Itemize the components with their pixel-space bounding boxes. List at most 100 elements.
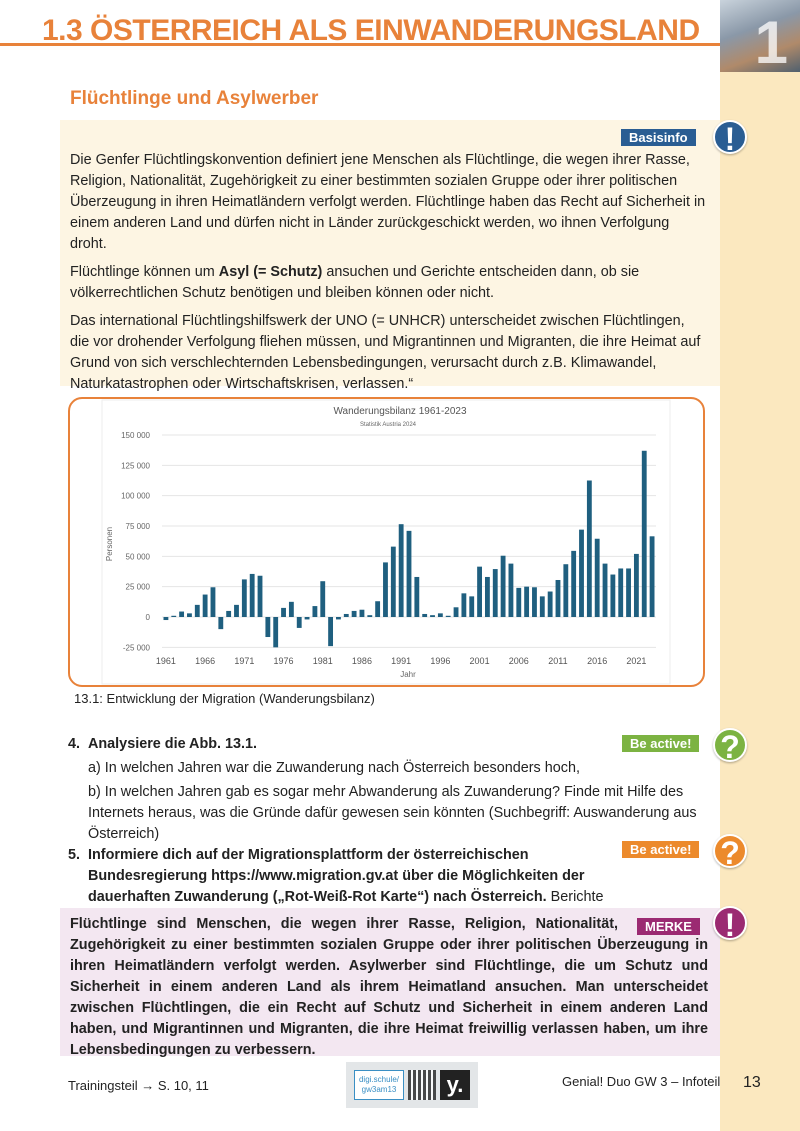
x-tick-label: 2021 [626,656,646,666]
bar-1986 [359,609,365,617]
chart-subtitle: Statistik Austria 2024 [360,422,417,428]
bar-1978 [296,617,302,628]
migration-chart: Wanderungsbilanz 1961-2023 Statistik Aust… [101,399,671,685]
bar-1990 [390,546,396,617]
bar-2017 [602,563,608,617]
bar-2001 [477,566,482,617]
exclamation-icon: ! [713,906,747,942]
x-tick-label: 2006 [509,656,529,666]
x-tick-label: 1996 [430,656,450,666]
bar-1991 [398,524,404,617]
bar-1987 [367,615,373,617]
bar-2009 [539,596,545,617]
bar-1980 [312,606,318,617]
x-tick-label: 2016 [587,656,607,666]
bar-2019 [618,568,624,617]
bar-1988 [375,601,381,617]
bar-1997 [445,615,451,617]
plot-background [101,399,671,685]
page-title: 1.3 ÖSTERREICH ALS EINWANDERUNGSLAND [42,14,700,47]
bar-1977 [288,601,294,617]
x-tick-label: 1981 [313,656,333,666]
task-number: 5. [68,847,81,863]
bar-2003 [492,569,498,617]
bar-1996 [437,613,443,617]
task-b: b) In welchen Jahren gab es sogar mehr A… [88,784,697,842]
task-a: a) In welchen Jahren war die Zuwanderung… [88,760,580,776]
digi-code: digi.schule/ gw3am13 [354,1070,404,1100]
bar-2008 [532,587,537,617]
basisinfo-badge: Basisinfo [621,129,696,146]
y-tick-label: 25 000 [126,583,151,592]
bar-2000 [469,596,475,617]
bar-2021 [633,553,639,617]
x-tick-label: 1961 [156,656,176,666]
bar-2005 [508,563,514,617]
section-title: Flüchtlinge und Asylwerber [70,88,319,109]
bar-1985 [351,610,357,617]
bar-1961 [163,617,169,621]
bar-1995 [430,615,435,617]
bar-2013 [571,550,577,617]
paragraph: Das international Flüchtlingshilfswerk d… [70,313,701,392]
bar-2004 [500,555,506,617]
bar-1969 [226,610,232,617]
bar-2006 [516,587,522,617]
bar-1976 [281,607,286,617]
side-margin [720,0,800,1131]
y-tick-label: -25 000 [123,643,151,652]
bar-1966 [202,594,208,617]
bar-1967 [210,587,216,617]
text: ansuchen und Gerichte entscheiden dann, … [70,264,640,301]
bar-2002 [484,576,490,617]
bar-1972 [249,573,255,617]
y-tick-label: 50 000 [126,552,151,561]
y-tick-label: 100 000 [121,492,150,501]
bar-1982 [328,617,334,647]
chapter-number: 1 [754,9,788,76]
bar-2011 [555,579,561,617]
question-icon: ? [713,834,747,870]
x-tick-label: 2011 [548,656,567,666]
bar-2022 [641,450,647,617]
y-tick-label: 150 000 [121,431,150,440]
bar-1993 [414,576,420,617]
bar-2023 [649,536,655,617]
y-tick-label: 75 000 [126,522,151,531]
bar-1971 [241,579,247,617]
task-title: Informiere dich auf der Migrationsplattf… [88,847,585,905]
title-rule [0,43,720,46]
merke-text: Flüchtlinge sind Menschen, die wegen ihr… [70,916,708,1058]
bar-1974 [265,617,271,638]
y-tick-label: 125 000 [121,461,150,470]
y-axis-label: Personen [105,527,114,561]
paragraph: Flüchtlinge können um Asyl (= Schutz) an… [70,262,706,304]
bar-2020 [626,568,631,617]
x-axis-label: Jahr [400,670,416,679]
book-title: Genial! Duo GW 3 – Infoteil [562,1074,721,1089]
bar-2014 [579,529,584,617]
exclamation-icon: ! [713,120,747,156]
bar-1968 [218,617,224,630]
bar-1984 [343,613,349,617]
x-tick-label: 1971 [234,656,254,666]
bar-1983 [336,617,341,620]
bar-1970 [234,604,239,617]
bar-1962 [171,615,177,617]
task-number: 4. [68,736,81,752]
y-tick-label: 0 [146,613,151,622]
bar-1965 [194,604,200,617]
bar-2012 [563,564,569,617]
bar-1998 [453,607,459,617]
digi-link[interactable]: digi.schule/ gw3am13 y. [346,1062,478,1108]
paragraph: Die Genfer Flüchtlingskonvention definie… [70,152,706,252]
merke-badge: MERKE [637,918,700,935]
publisher-logo: y. [440,1070,470,1100]
bar-2018 [610,574,616,617]
asyl-term: Asyl (= Schutz) [218,264,323,280]
x-tick-label: 1991 [391,656,411,666]
bar-1989 [383,562,388,617]
training-reference[interactable]: Trainingsteil → S. 10, 11 [68,1078,209,1093]
bar-1973 [257,575,263,617]
bar-1979 [304,617,310,620]
